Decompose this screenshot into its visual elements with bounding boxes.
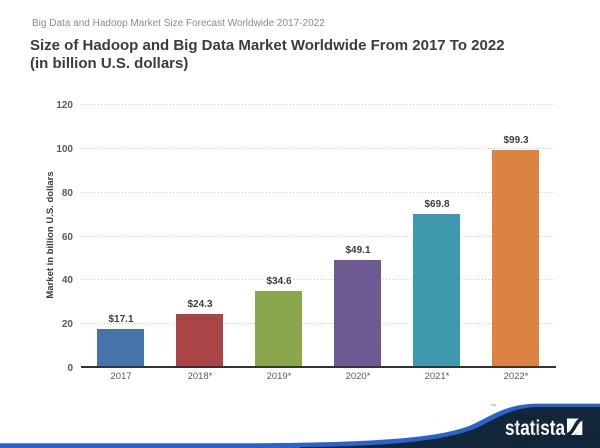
svg-text:CHARTS.COM: CHARTS.COM	[536, 431, 600, 440]
svg-text:D: D	[513, 409, 540, 448]
svg-text:™: ™	[490, 403, 496, 410]
svg-text:statista: statista	[505, 417, 565, 440]
